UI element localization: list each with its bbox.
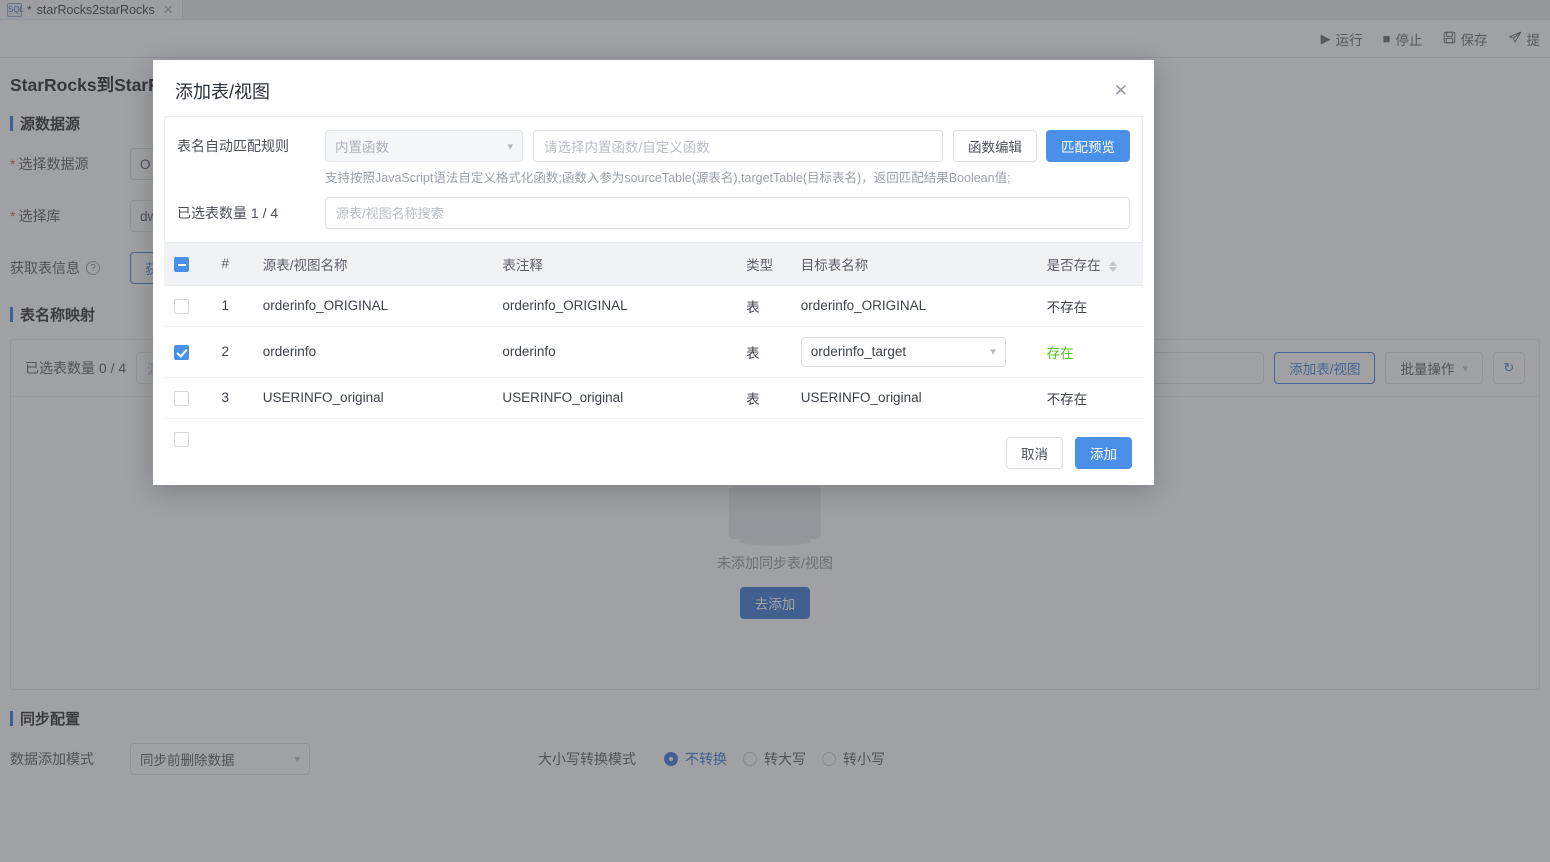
close-icon[interactable]: ✕	[1113, 81, 1128, 100]
row-exists-label: 不存在	[1046, 299, 1088, 315]
row-comment: orderinfo_ORIGINAL	[492, 285, 737, 327]
dialog-footer: 取消 添加	[153, 423, 1154, 485]
picker-search-placeholder: 源表/视图名称搜索	[336, 206, 444, 222]
match-preview-button[interactable]: 匹配预览	[1046, 130, 1130, 162]
th-exists-label: 是否存在	[1046, 257, 1101, 273]
row-checkbox[interactable]	[174, 344, 189, 360]
th-comment: 表注释	[492, 242, 737, 286]
add-table-view-dialog: 添加表/视图 ✕ 表名自动匹配规则 内置函数 ▾ 请选择内置函数/自定义函数 函…	[153, 60, 1154, 485]
label-auto-match-rule: 表名自动匹配规则	[177, 138, 289, 154]
th-target-name: 目标表名称	[790, 242, 1037, 286]
row-select-cell	[164, 285, 212, 327]
row-checkbox[interactable]	[174, 431, 189, 447]
row-type: 表	[736, 285, 791, 327]
auto-match-rule-row: 表名自动匹配规则 内置函数 ▾ 请选择内置函数/自定义函数 函数编辑 匹配预览	[165, 130, 1142, 162]
row-exists: 不存在	[1036, 377, 1143, 419]
row-exists: 不存在	[1036, 285, 1143, 327]
table-row[interactable]: 3 USERINFO_original USERINFO_original 表 …	[164, 377, 1143, 419]
auto-match-rule-card: 表名自动匹配规则 内置函数 ▾ 请选择内置函数/自定义函数 函数编辑 匹配预览	[164, 116, 1143, 243]
row-source-name: USERINFO_original	[252, 377, 493, 419]
row-comment: orderinfo	[492, 326, 737, 378]
auto-match-rule-hint: 支持按照JavaScript语法自定义格式化函数;函数入参为sourceTabl…	[325, 171, 1011, 185]
picker-selected-count: 已选表数量 1 / 4	[177, 204, 279, 221]
function-name-placeholder: 请选择内置函数/自定义函数	[544, 140, 710, 155]
dialog-header: 添加表/视图 ✕	[153, 60, 1154, 116]
confirm-add-label: 添加	[1090, 447, 1117, 462]
row-index: 2	[211, 326, 253, 378]
row-target-name: USERINFO_original	[790, 377, 1037, 419]
picker-row: 已选表数量 1 / 4 源表/视图名称搜索	[165, 188, 1142, 242]
function-type-value: 内置函数	[335, 140, 389, 155]
dialog-body: 表名自动匹配规则 内置函数 ▾ 请选择内置函数/自定义函数 函数编辑 匹配预览	[153, 116, 1154, 460]
row-comment: USERINFO_original	[492, 377, 737, 419]
cancel-label: 取消	[1021, 447, 1048, 462]
match-preview-label: 匹配预览	[1061, 140, 1115, 155]
row-checkbox[interactable]	[174, 298, 189, 314]
function-edit-label: 函数编辑	[968, 140, 1022, 155]
th-index: #	[211, 242, 253, 286]
row-source-name: orderinfo	[252, 326, 493, 378]
select-all-header	[164, 242, 212, 286]
sort-icon[interactable]	[1109, 260, 1118, 272]
row-exists-label: 存在	[1046, 345, 1074, 361]
table-row[interactable]: 1 orderinfo_ORIGINAL orderinfo_ORIGINAL …	[164, 285, 1143, 327]
target-table-select[interactable]: orderinfo_target ▾	[800, 336, 1006, 367]
row-exists-label: 不存在	[1046, 391, 1088, 407]
row-type: 表	[736, 326, 791, 378]
row-exists: 存在	[1036, 326, 1143, 378]
confirm-add-button[interactable]: 添加	[1075, 437, 1132, 469]
picker-search-input[interactable]: 源表/视图名称搜索	[325, 196, 1130, 229]
dialog-title: 添加表/视图	[175, 82, 271, 102]
table-header-row: # 源表/视图名称 表注释 类型 目标表名称 是否存在	[164, 242, 1143, 286]
chevron-down-icon: ▾	[507, 140, 513, 153]
function-name-input[interactable]: 请选择内置函数/自定义函数	[533, 130, 943, 162]
th-exists[interactable]: 是否存在	[1036, 242, 1143, 286]
row-target-cell: orderinfo_target ▾	[790, 326, 1037, 378]
cancel-button[interactable]: 取消	[1006, 437, 1063, 469]
target-table-value: orderinfo_target	[810, 344, 907, 360]
row-source-name: orderinfo_ORIGINAL	[252, 285, 493, 327]
row-checkbox[interactable]	[174, 390, 189, 406]
function-edit-button[interactable]: 函数编辑	[953, 130, 1037, 162]
function-type-select[interactable]: 内置函数 ▾	[325, 130, 523, 162]
row-index: 3	[211, 377, 253, 419]
row-type: 表	[736, 377, 791, 419]
row-select-cell	[164, 326, 212, 378]
th-type: 类型	[736, 242, 791, 286]
chevron-down-icon: ▾	[990, 346, 996, 359]
row-index: 1	[211, 285, 253, 327]
select-all-checkbox[interactable]	[174, 256, 189, 272]
row-target-name: orderinfo_ORIGINAL	[790, 285, 1037, 327]
row-select-cell	[164, 377, 212, 419]
table-row[interactable]: 2 orderinfo orderinfo 表 orderinfo_target…	[164, 326, 1143, 378]
th-source-name: 源表/视图名称	[252, 242, 493, 286]
